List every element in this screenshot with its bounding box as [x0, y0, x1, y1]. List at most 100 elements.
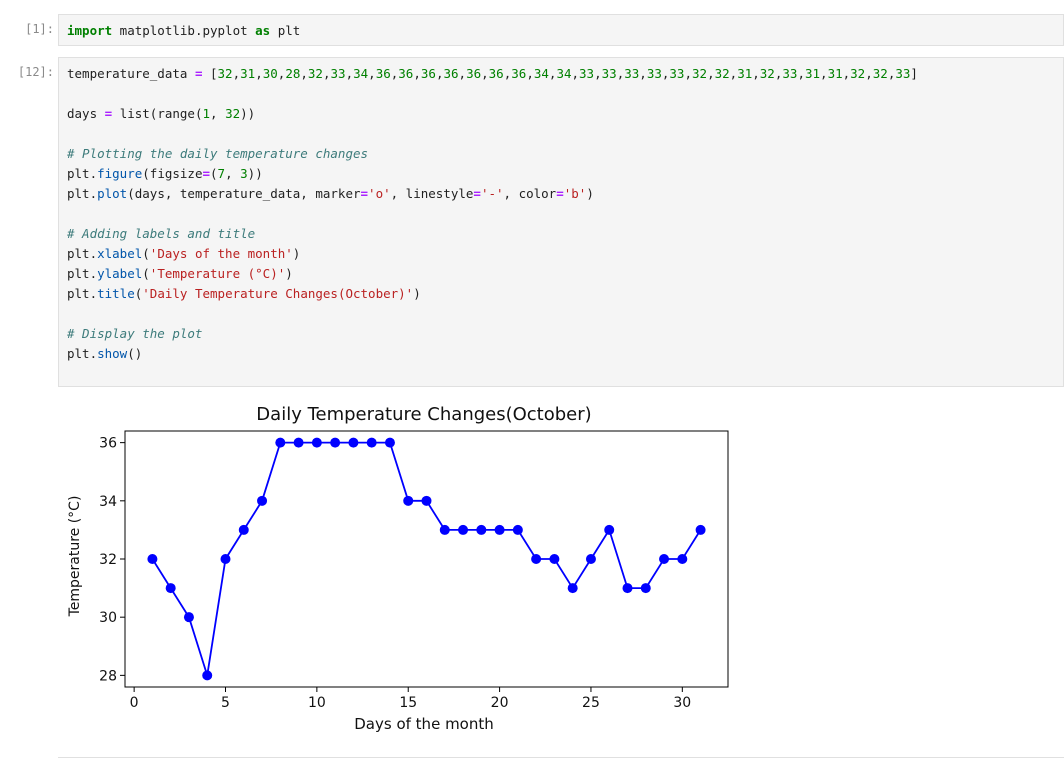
- code-line: plt.plot(days, temperature_data, marker=…: [67, 186, 594, 202]
- data-point: [659, 554, 670, 564]
- code-token: plt.: [67, 286, 98, 301]
- code-token: plt.: [67, 346, 98, 361]
- code-token: 32: [850, 66, 866, 81]
- y-tick-label: 28: [99, 668, 117, 684]
- code-token: 31: [240, 66, 256, 81]
- code-line: plt.figure(figsize=(7, 3)): [67, 166, 263, 182]
- code-line: plt.show(): [67, 346, 142, 362]
- code-token: 28: [285, 66, 301, 81]
- code-token: ,: [210, 106, 226, 121]
- cell-output: Daily Temperature Changes(October) Days …: [58, 390, 758, 740]
- code-line: plt.xlabel('Days of the month'): [67, 246, 300, 262]
- code-token: (figsize: [142, 166, 203, 181]
- data-point: [458, 524, 469, 535]
- code-token: ,: [368, 66, 376, 81]
- data-point: [403, 495, 414, 506]
- code-token: ,: [481, 66, 489, 81]
- code-token: 32: [714, 66, 730, 81]
- code-token: 30: [262, 66, 278, 81]
- data-point: [677, 554, 688, 564]
- cell-divider: [58, 757, 1064, 758]
- code-token: import: [67, 23, 113, 38]
- code-token: 32: [872, 66, 888, 81]
- data-point: [165, 583, 176, 594]
- data-point: [531, 554, 542, 564]
- code-token: 36: [511, 66, 527, 81]
- code-editor[interactable]: import matplotlib.pyplot as plt: [58, 14, 1064, 46]
- x-tick-label: 30: [673, 695, 691, 711]
- code-token: 3: [240, 166, 248, 181]
- code-line: plt.ylabel('Temperature (°C)'): [67, 266, 293, 282]
- code-token: 34: [556, 66, 572, 81]
- code-token: 33: [895, 66, 911, 81]
- line-chart: Daily Temperature Changes(October) Days …: [58, 390, 758, 740]
- code-token: show: [97, 346, 128, 361]
- code-token: ,: [225, 166, 241, 181]
- data-point: [366, 437, 377, 448]
- cell-prompt: [1]:: [25, 22, 54, 36]
- code-line: # Plotting the daily temperature changes: [67, 146, 368, 162]
- code-token: temperature_data: [67, 66, 195, 81]
- code-token: ,: [842, 66, 851, 81]
- code-token: ,: [729, 66, 738, 81]
- code-token: plt.: [67, 266, 98, 281]
- code-line: # Display the plot: [67, 326, 202, 342]
- code-token: [: [202, 66, 218, 81]
- data-point: [293, 437, 304, 448]
- data-point: [695, 524, 706, 535]
- code-token: 33: [669, 66, 685, 81]
- x-tick-label: 10: [308, 695, 326, 711]
- code-editor[interactable]: temperature_data = [32,31,30,28,32,33,34…: [58, 57, 1064, 387]
- code-token: ): [413, 286, 421, 301]
- code-token: ,: [820, 66, 828, 81]
- data-point: [512, 524, 523, 535]
- code-token: plt.: [67, 186, 98, 201]
- y-tick-label: 32: [99, 552, 117, 568]
- x-tick-label: 20: [491, 695, 509, 711]
- data-point: [257, 495, 268, 506]
- code-token: 32: [225, 106, 241, 121]
- data-point: [622, 583, 633, 594]
- code-token: xlabel: [97, 246, 143, 261]
- code-token: plt: [270, 23, 301, 38]
- code-token: =: [556, 186, 564, 201]
- code-token: 33: [624, 66, 640, 81]
- code-token: ,: [594, 66, 602, 81]
- code-token: (days, temperature_data, marker: [127, 186, 361, 201]
- code-cell-2[interactable]: [12]: temperature_data = [32,31,30,28,32…: [0, 57, 1064, 387]
- cell-prompt: [12]:: [17, 65, 54, 79]
- code-token: ]: [910, 66, 918, 81]
- code-token: ,: [232, 66, 241, 81]
- code-token: 31: [804, 66, 821, 81]
- data-point: [640, 583, 651, 594]
- code-token: plt.: [67, 166, 98, 181]
- code-token: ,: [639, 66, 647, 81]
- data-point: [604, 524, 615, 535]
- x-tick-label: 0: [130, 695, 139, 711]
- code-cell-1[interactable]: [1]: import matplotlib.pyplot as plt: [0, 14, 1064, 46]
- code-token: # Adding labels and title: [67, 226, 256, 241]
- data-point: [238, 524, 249, 535]
- data-point: [421, 495, 432, 506]
- code-token: 34: [353, 66, 369, 81]
- code-token: ,: [345, 66, 354, 81]
- code-token: ,: [390, 66, 399, 81]
- code-token: =: [194, 66, 203, 81]
- code-token: ,: [255, 66, 263, 81]
- code-token: # Display the plot: [67, 326, 203, 341]
- chart-title: Daily Temperature Changes(October): [256, 404, 591, 425]
- code-token: =: [473, 186, 481, 201]
- code-token: =: [360, 186, 369, 201]
- data-point: [585, 554, 596, 564]
- code-token: ,: [661, 66, 670, 81]
- code-token: ): [292, 246, 301, 261]
- code-token: ,: [707, 66, 715, 81]
- code-token: ,: [435, 66, 444, 81]
- code-token: 32: [217, 66, 233, 81]
- code-token: 36: [466, 66, 482, 81]
- code-token: 32: [307, 66, 323, 81]
- code-token: ,: [616, 66, 625, 81]
- code-token: 33: [579, 66, 595, 81]
- x-tick-label: 15: [399, 695, 417, 711]
- code-token: 31: [737, 66, 753, 81]
